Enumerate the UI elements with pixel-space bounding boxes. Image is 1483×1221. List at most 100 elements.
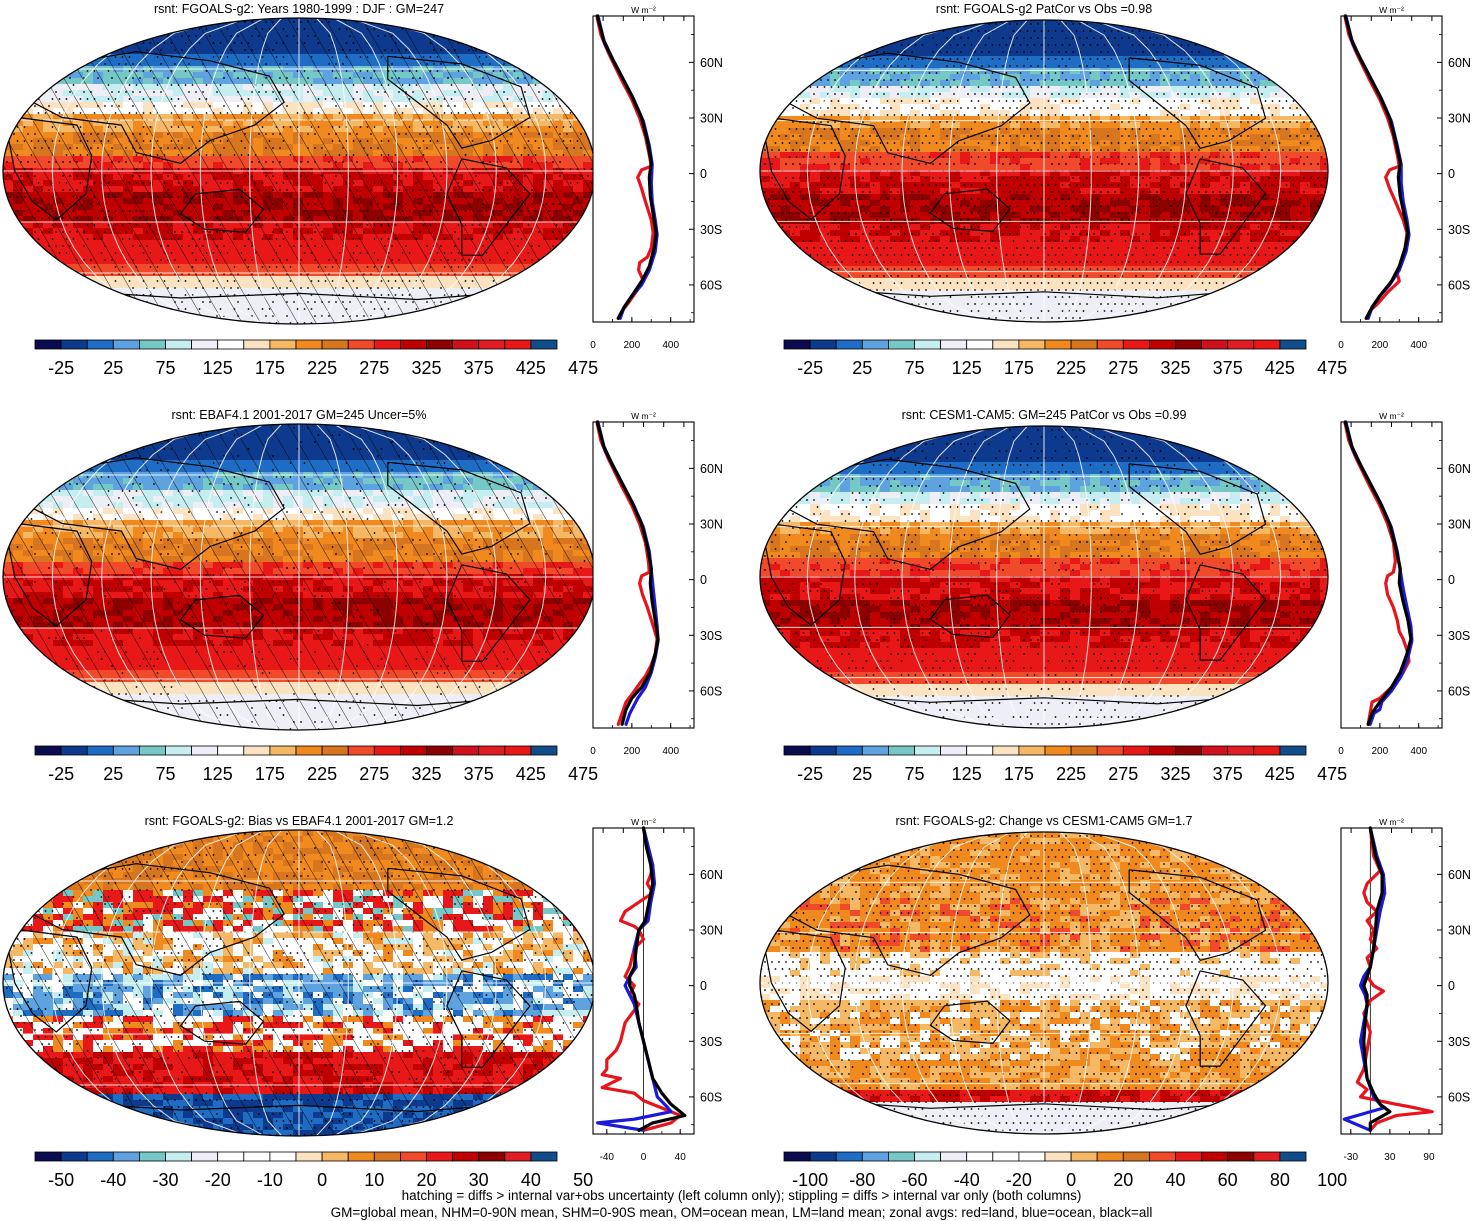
colorbar-tick-label: 50 [573, 1170, 593, 1190]
colorbar-swatch [1122, 339, 1150, 350]
profile-series-all [595, 14, 658, 320]
colorbar-swatch [887, 339, 915, 350]
map-field [3, 830, 595, 1136]
colorbar: -25 25 75 125 175 225 275 325 375 425 475 [783, 339, 1347, 378]
colorbar-swatch [1175, 339, 1203, 350]
profile-lat-tick-label: 60S [1448, 1090, 1470, 1104]
colorbar-swatch [940, 339, 968, 350]
profile-x-tick-label: 400 [662, 746, 679, 757]
profile-lat-tick-label: 0 [700, 573, 707, 587]
colorbar-swatch [809, 1151, 837, 1162]
colorbar-swatch [243, 339, 271, 350]
profile-x-tick-label: -40 [600, 1152, 615, 1163]
profile-lat-tick-label: 30N [700, 924, 723, 938]
colorbar-swatch [1018, 339, 1046, 350]
colorbar-swatch [1279, 339, 1307, 350]
profile-lat-tick-label: 0 [1448, 979, 1455, 993]
colorbar-swatch [426, 745, 454, 756]
colorbar-swatch [34, 339, 62, 350]
profile-lat-tick-label: 30N [1448, 518, 1471, 532]
colorbar-tick-label: 0 [317, 1170, 327, 1190]
colorbar-swatch [1148, 339, 1176, 350]
profile-x-tick-label: 200 [624, 340, 641, 351]
colorbar-tick-label: 425 [516, 764, 546, 784]
colorbar-swatch [191, 1151, 219, 1162]
colorbar-tick-label: 25 [852, 358, 872, 378]
profile-lat-tick-label: 60S [1448, 278, 1470, 292]
colorbar-swatch [1201, 339, 1229, 350]
colorbar-swatch [60, 1151, 88, 1162]
colorbar-swatch [347, 339, 375, 350]
zonal-profile: W m⁻² 60N 30N 0 30S 60S 0 200 400 [590, 411, 723, 757]
profile-x-tick-label: 30 [1384, 1152, 1396, 1163]
colorbar-swatch [243, 745, 271, 756]
profile-lat-tick-label: 60S [1448, 684, 1470, 698]
colorbar-swatch [1148, 745, 1176, 756]
colorbar-swatch [34, 745, 62, 756]
profile-x-tick-label: 400 [662, 340, 679, 351]
colorbar-tick-label: 225 [307, 764, 337, 784]
colorbar-swatch [86, 339, 114, 350]
colorbar-swatch [835, 1151, 863, 1162]
profile-lat-tick-label: 60N [700, 868, 723, 882]
colorbar-swatch [165, 339, 193, 350]
colorbar-tick-label: -25 [48, 358, 74, 378]
colorbar-swatch [1070, 745, 1098, 756]
profile-lat-tick-label: 30N [1448, 924, 1471, 938]
colorbar-swatch [86, 1151, 114, 1162]
colorbar-tick-label: 25 [103, 358, 123, 378]
profile-series-land [1355, 826, 1434, 1132]
colorbar-swatch [1279, 1151, 1307, 1162]
colorbar-tick-label: 30 [469, 1170, 489, 1190]
colorbar-tick-label: 20 [1113, 1170, 1133, 1190]
colorbar-tick-label: 325 [411, 764, 441, 784]
colorbar-swatch [1070, 339, 1098, 350]
colorbar-tick-label: 10 [364, 1170, 384, 1190]
colorbar-tick-label: -25 [48, 764, 74, 784]
colorbar-swatch [217, 745, 245, 756]
colorbar-swatch [504, 745, 532, 756]
coastlines [765, 864, 1272, 1111]
colorbar-swatch [783, 1151, 811, 1162]
colorbar-swatch [295, 745, 323, 756]
colorbar-swatch [165, 1151, 193, 1162]
colorbar-swatch [138, 1151, 166, 1162]
profile-series-all [1362, 826, 1392, 1132]
colorbar-swatch [887, 745, 915, 756]
colorbar-swatch [1018, 745, 1046, 756]
map-field [760, 20, 1328, 322]
colorbar-tick-label: -20 [1006, 1170, 1032, 1190]
colorbar-swatch [1096, 1151, 1124, 1162]
colorbar-tick-label: -10 [257, 1170, 283, 1190]
profile-unit-label: W m⁻² [1379, 5, 1404, 15]
map-field [760, 832, 1328, 1134]
profile-series-all [1343, 14, 1410, 320]
profile-series-land [595, 420, 659, 726]
colorbar-swatch [1148, 1151, 1176, 1162]
colorbar-swatch [34, 1151, 62, 1162]
colorbar-tick-label: 325 [411, 358, 441, 378]
colorbar-swatch [191, 745, 219, 756]
map-field [760, 426, 1328, 728]
colorbar-tick-label: 75 [155, 764, 175, 784]
colorbar-tick-label: 225 [1056, 764, 1086, 784]
colorbar-tick-label: 75 [904, 358, 924, 378]
colorbar-swatch [60, 745, 88, 756]
colorbar-tick-label: -25 [797, 764, 823, 784]
colorbar-tick-label: -40 [100, 1170, 126, 1190]
colorbar-tick-label: 275 [1108, 764, 1138, 784]
coastlines [8, 863, 536, 1113]
colorbar-swatch [835, 745, 863, 756]
colorbar-tick-label: 125 [203, 358, 233, 378]
colorbar-swatch [1201, 1151, 1229, 1162]
colorbar-swatch [966, 339, 994, 350]
colorbar-swatch [452, 1151, 480, 1162]
graticule [3, 18, 595, 324]
colorbar-swatch [861, 745, 889, 756]
colorbar-tick-label: 125 [203, 764, 233, 784]
profile-x-tick-label: 400 [1410, 746, 1427, 757]
colorbar-swatch [347, 745, 375, 756]
profile-x-tick-label: 90 [1423, 1152, 1435, 1163]
profile-lat-tick-label: 30N [1448, 112, 1471, 126]
colorbar-swatch [269, 339, 297, 350]
